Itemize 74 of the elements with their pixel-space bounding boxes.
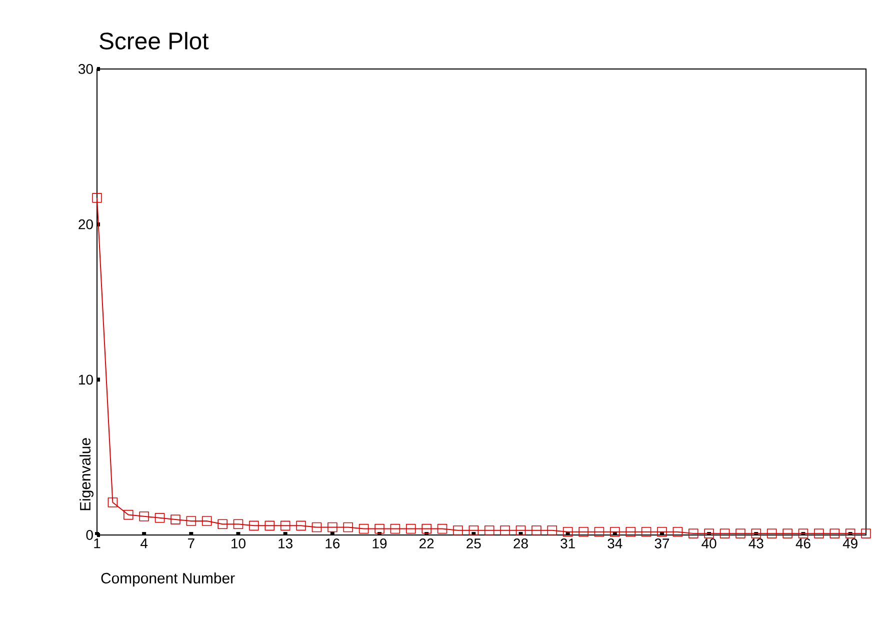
x-axis-title: Component Number bbox=[101, 572, 235, 586]
point bbox=[547, 525, 558, 536]
x-tick-label: 43 bbox=[748, 538, 764, 548]
x-tick-label: 49 bbox=[842, 538, 858, 548]
point bbox=[264, 520, 275, 531]
point bbox=[202, 516, 212, 526]
point bbox=[766, 528, 777, 538]
point bbox=[422, 524, 432, 534]
x-tick-label: 25 bbox=[466, 538, 481, 548]
x-tick-label: 1 bbox=[94, 538, 100, 548]
point bbox=[437, 524, 448, 534]
point bbox=[390, 524, 400, 534]
y-tick-label: 10 bbox=[79, 374, 93, 385]
x-tick-label: 19 bbox=[372, 538, 387, 548]
point bbox=[328, 522, 338, 532]
point bbox=[782, 528, 792, 538]
x-tick-label: 34 bbox=[608, 538, 622, 548]
point bbox=[610, 527, 620, 537]
x-tick-label: 46 bbox=[796, 538, 810, 548]
point bbox=[688, 528, 698, 538]
point bbox=[124, 510, 134, 520]
point bbox=[218, 519, 228, 530]
point bbox=[532, 525, 542, 536]
chart-title: Scree Plot bbox=[100, 32, 209, 50]
point bbox=[139, 511, 149, 522]
point bbox=[186, 516, 196, 526]
x-tick-label: 7 bbox=[188, 538, 194, 548]
point bbox=[296, 520, 306, 531]
y-tick-label: 20 bbox=[78, 219, 93, 230]
y-tick-label: 0 bbox=[86, 530, 93, 540]
point bbox=[108, 497, 118, 508]
point bbox=[672, 527, 683, 537]
point bbox=[468, 525, 479, 536]
point bbox=[374, 524, 384, 534]
point bbox=[233, 519, 244, 530]
x-tick-label: 40 bbox=[702, 538, 716, 548]
point bbox=[453, 525, 463, 536]
y-tick-label: 30 bbox=[78, 64, 93, 74]
point bbox=[657, 527, 667, 537]
point bbox=[626, 527, 636, 537]
point bbox=[280, 520, 290, 531]
x-tick-label: 22 bbox=[420, 538, 434, 548]
point bbox=[516, 525, 526, 536]
point bbox=[154, 513, 165, 523]
y-axis-title: Eigenvalue bbox=[80, 438, 94, 510]
point bbox=[814, 528, 824, 538]
x-tick-label: 13 bbox=[278, 538, 292, 548]
x-tick-label: 4 bbox=[140, 538, 148, 548]
x-tick-label: 31 bbox=[560, 538, 575, 548]
point bbox=[406, 524, 416, 534]
point bbox=[704, 528, 714, 538]
point bbox=[798, 528, 808, 538]
x-tick-label: 28 bbox=[514, 538, 528, 548]
x-tick-label: 10 bbox=[232, 538, 246, 548]
point bbox=[736, 528, 746, 538]
point bbox=[92, 193, 102, 203]
point bbox=[500, 525, 510, 536]
point bbox=[641, 527, 652, 537]
point bbox=[343, 522, 353, 532]
point bbox=[170, 514, 180, 524]
x-tick-label: 37 bbox=[654, 538, 670, 548]
point bbox=[594, 527, 604, 537]
point bbox=[861, 528, 871, 538]
point bbox=[312, 522, 322, 532]
point bbox=[562, 527, 573, 537]
x-tick-label: 16 bbox=[326, 538, 340, 548]
point bbox=[720, 528, 730, 538]
point bbox=[249, 520, 259, 531]
point bbox=[830, 528, 840, 538]
point bbox=[578, 527, 588, 537]
point bbox=[845, 528, 856, 538]
point bbox=[751, 528, 762, 538]
point bbox=[358, 524, 369, 534]
point bbox=[484, 525, 494, 536]
